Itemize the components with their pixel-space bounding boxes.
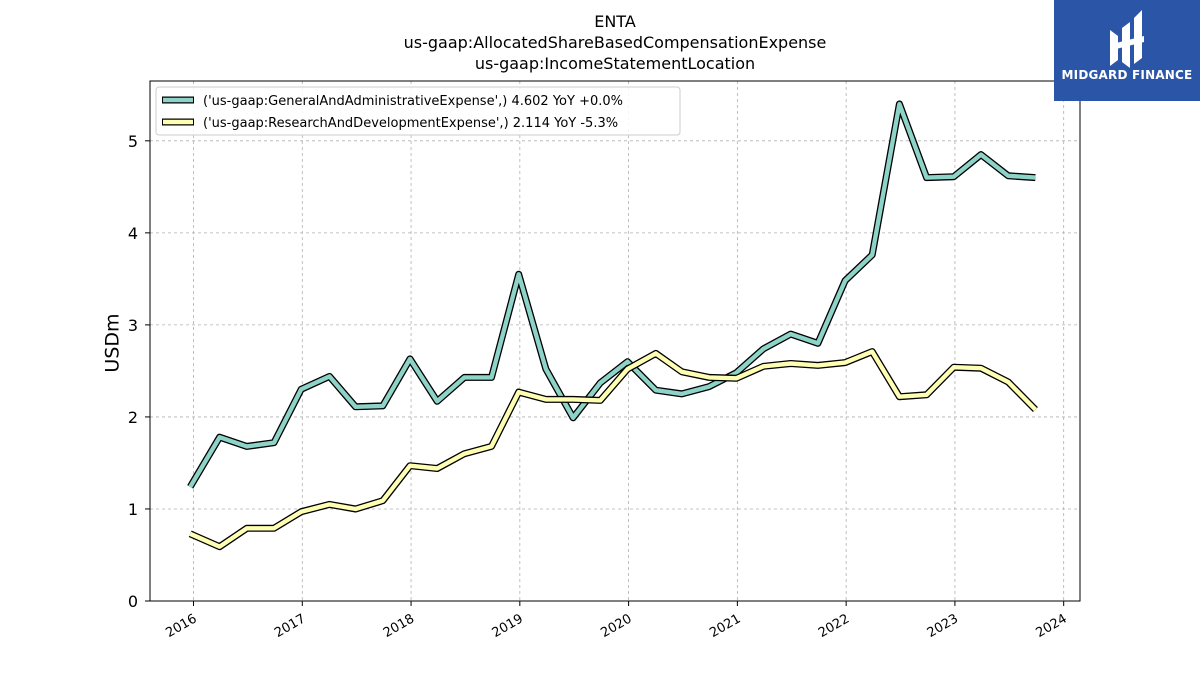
series-0-line [188,101,1036,489]
brand-logo: MIDGARD FINANCE [1054,0,1200,101]
chart-title-line: us-gaap:AllocatedShareBasedCompensationE… [404,33,827,52]
plot-frame [149,80,1081,602]
x-tick-label: 2020 [598,611,634,641]
y-tick-label: 3 [128,316,138,335]
y-tick-label: 0 [128,592,138,611]
series-0-outline [187,100,1036,489]
logo-icon [1110,10,1144,68]
legend: ('us-gaap:GeneralAndAdministrativeExpens… [155,86,681,136]
x-tick-label: 2018 [381,611,417,641]
legend-label: ('us-gaap:ResearchAndDevelopmentExpense'… [203,116,618,131]
series-lines [187,100,1038,551]
x-tick-label: 2017 [272,611,308,641]
x-tick-label: 2022 [816,611,852,641]
y-tick-label: 4 [128,224,138,243]
grid [150,81,1080,601]
chart-title: ENTA us-gaap:AllocatedShareBasedCompensat… [404,12,827,73]
x-tick-label: 2016 [163,611,199,641]
y-tick-label: 2 [128,408,138,427]
y-tick-label: 1 [128,500,138,519]
logo-text: MIDGARD FINANCE [1061,68,1193,82]
chart-title-line: us-gaap:IncomeStatementLocation [475,54,755,73]
legend-box [155,86,681,136]
chart-title-line: ENTA [594,12,636,31]
x-tick-label: 2021 [707,611,743,641]
y-axis-label: USDm [102,313,124,372]
y-tick-label: 5 [128,132,138,151]
x-tick-label: 2023 [925,611,961,641]
x-tick-label: 2019 [490,611,526,641]
x-tick-label: 2024 [1034,611,1070,641]
series-1-line [189,349,1037,549]
legend-label: ('us-gaap:GeneralAndAdministrativeExpens… [203,94,623,109]
